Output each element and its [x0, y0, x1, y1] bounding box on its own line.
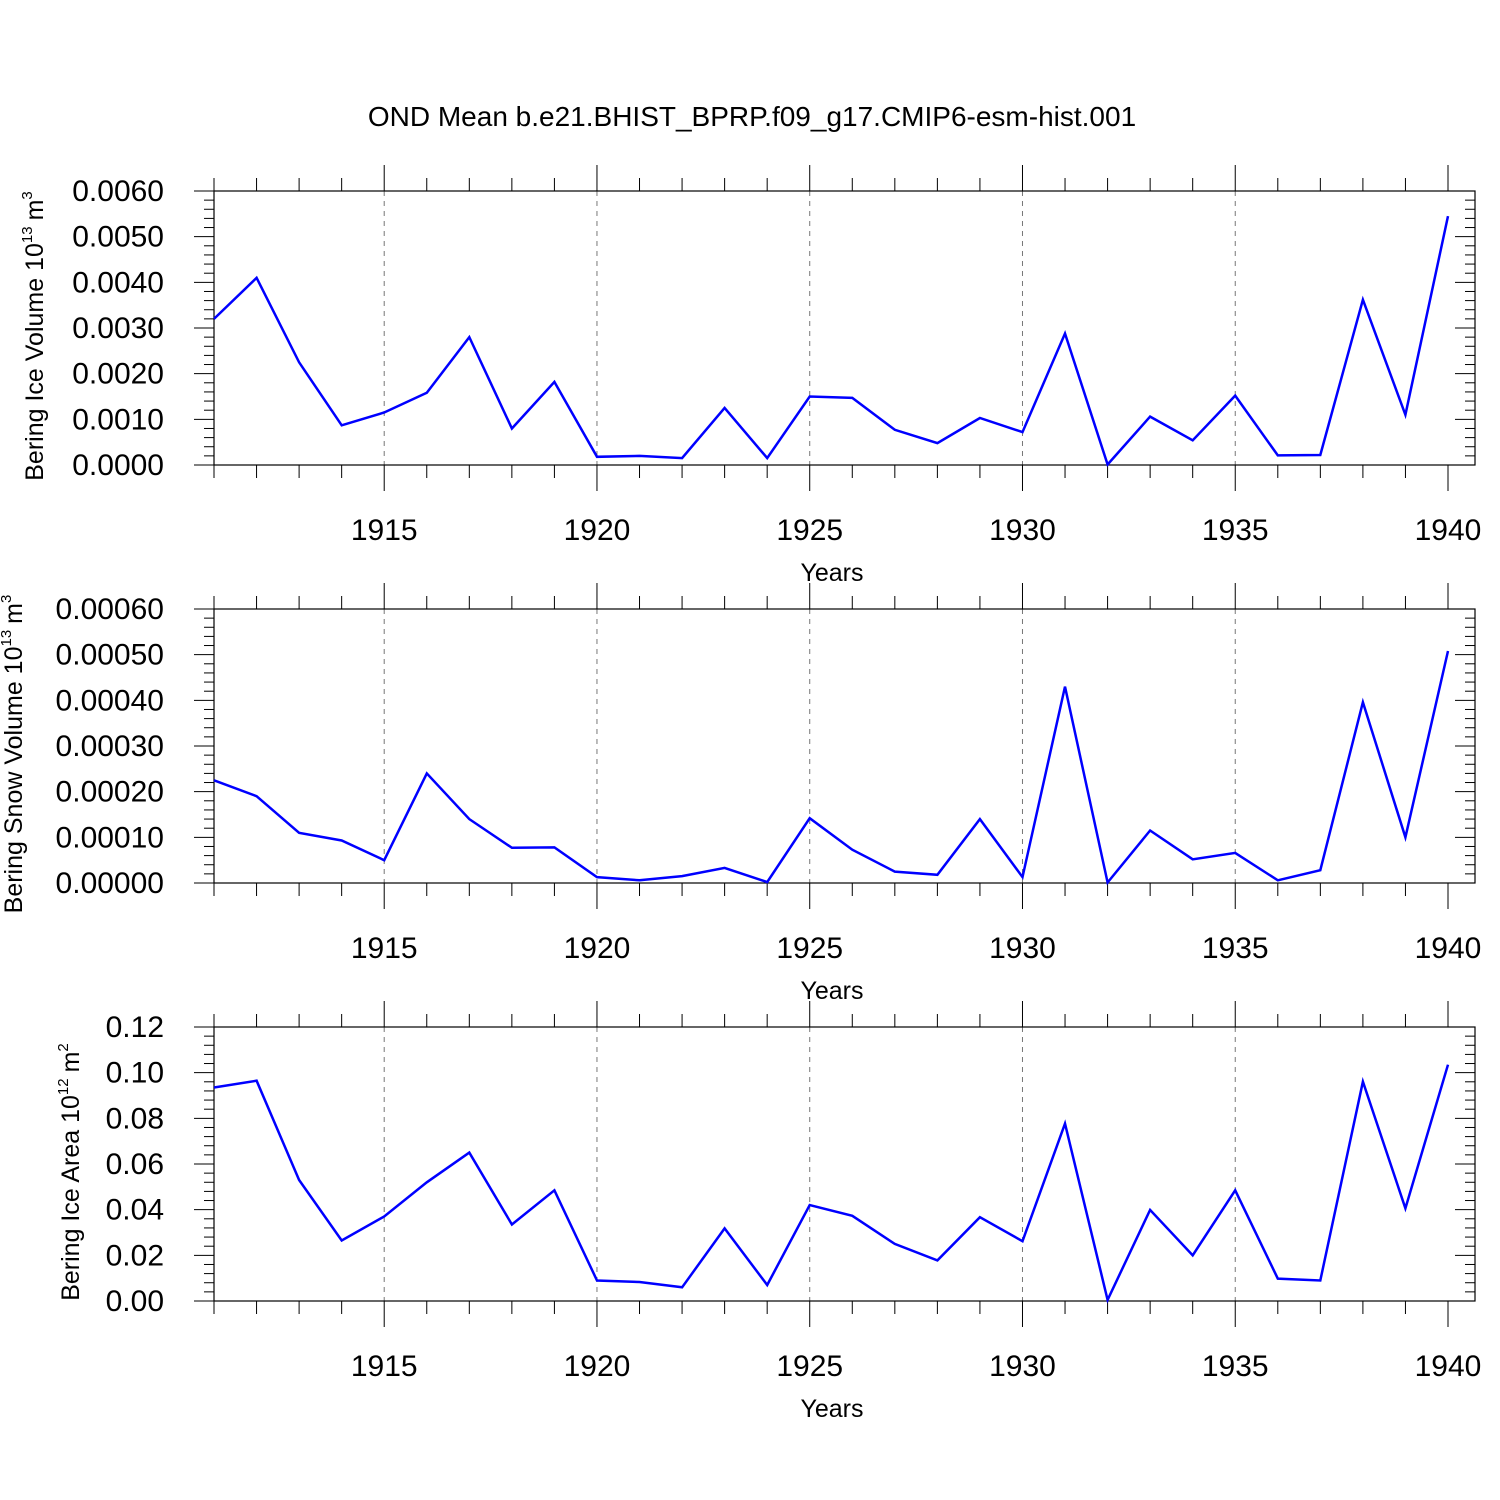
x-axis-label: Years: [800, 977, 863, 1005]
y-tick-label: 0.00030: [56, 730, 164, 763]
x-tick-label: 1920: [564, 1350, 631, 1383]
y-tick-label: 0.0030: [72, 312, 164, 345]
y-tick-label: 0.0050: [72, 221, 164, 254]
y-tick-label: 0.00050: [56, 639, 164, 672]
x-tick-label: 1925: [776, 932, 843, 965]
x-tick-label: 1935: [1202, 514, 1269, 547]
panel-1: 0.0000 0.0010 0.0020 0.0030 0.0040 0.0050 0.00…: [19, 165, 1481, 587]
data-series-line: [213, 215, 1450, 467]
x-tick-label: 1940: [1415, 932, 1482, 965]
y-axis-label: Bering Snow Volume 1013m3: [0, 595, 28, 914]
x-tick-label: 1920: [564, 514, 631, 547]
x-tick-label: 1915: [351, 1350, 418, 1383]
x-tick-label: 1930: [989, 932, 1056, 965]
y-tick-label: 0.0020: [72, 358, 164, 391]
y-tick-label: 0.0000: [72, 449, 164, 482]
x-tick-label: 1920: [564, 932, 631, 965]
y-tick-label: 0.04: [106, 1194, 164, 1227]
x-tick-label: 1915: [351, 932, 418, 965]
x-tick-label: 1930: [989, 1350, 1056, 1383]
x-tick-label: 1930: [989, 514, 1056, 547]
x-tick-label: 1940: [1415, 1350, 1482, 1383]
x-tick-label: 1915: [351, 514, 418, 547]
y-tick-label: 0.00000: [56, 867, 164, 900]
x-tick-label: 1925: [776, 514, 843, 547]
y-tick-label: 0.00060: [56, 593, 164, 626]
x-tick-label: 1935: [1202, 1350, 1269, 1383]
y-tick-label: 0.0010: [72, 403, 164, 436]
y-tick-label: 0.12: [106, 1011, 164, 1044]
data-series-line: [213, 1064, 1450, 1304]
y-tick-label: 0.0060: [72, 175, 164, 208]
plot-frame: [213, 608, 1476, 884]
x-axis-label: Years: [800, 1395, 863, 1423]
y-tick-label: 0.00020: [56, 776, 164, 809]
x-tick-label: 1925: [776, 1350, 843, 1383]
panel-3: 0.00 0.02 0.04 0.06 0.08 0.10 0.12 1915 1920 1925…: [55, 1001, 1481, 1423]
y-tick-label: 0.00040: [56, 684, 164, 717]
y-tick-label: 0.10: [106, 1057, 164, 1090]
plot-frame: [213, 190, 1476, 466]
y-tick-label: 0.00: [106, 1285, 164, 1318]
x-tick-label: 1935: [1202, 932, 1269, 965]
y-tick-label: 0.0040: [72, 266, 164, 299]
data-series-line: [213, 650, 1450, 886]
panel-2: 0.00000 0.00010 0.00020 0.00030 0.00040 0.000…: [0, 583, 1481, 1005]
y-tick-label: 0.02: [106, 1239, 164, 1272]
x-tick-label: 1940: [1415, 514, 1482, 547]
plot-frame: [213, 1026, 1476, 1302]
y-axis-label: Bering Ice Volume 1013m3: [19, 191, 49, 481]
y-tick-label: 0.00010: [56, 821, 164, 854]
y-tick-label: 0.08: [106, 1102, 164, 1135]
y-axis-label: Bering Ice Area 1012m2: [55, 1043, 85, 1301]
y-tick-label: 0.06: [106, 1148, 164, 1181]
x-axis-label: Years: [800, 559, 863, 587]
chart-title: OND Mean b.e21.BHIST_BPRP.f09_g17.CMIP6-…: [368, 101, 1136, 132]
